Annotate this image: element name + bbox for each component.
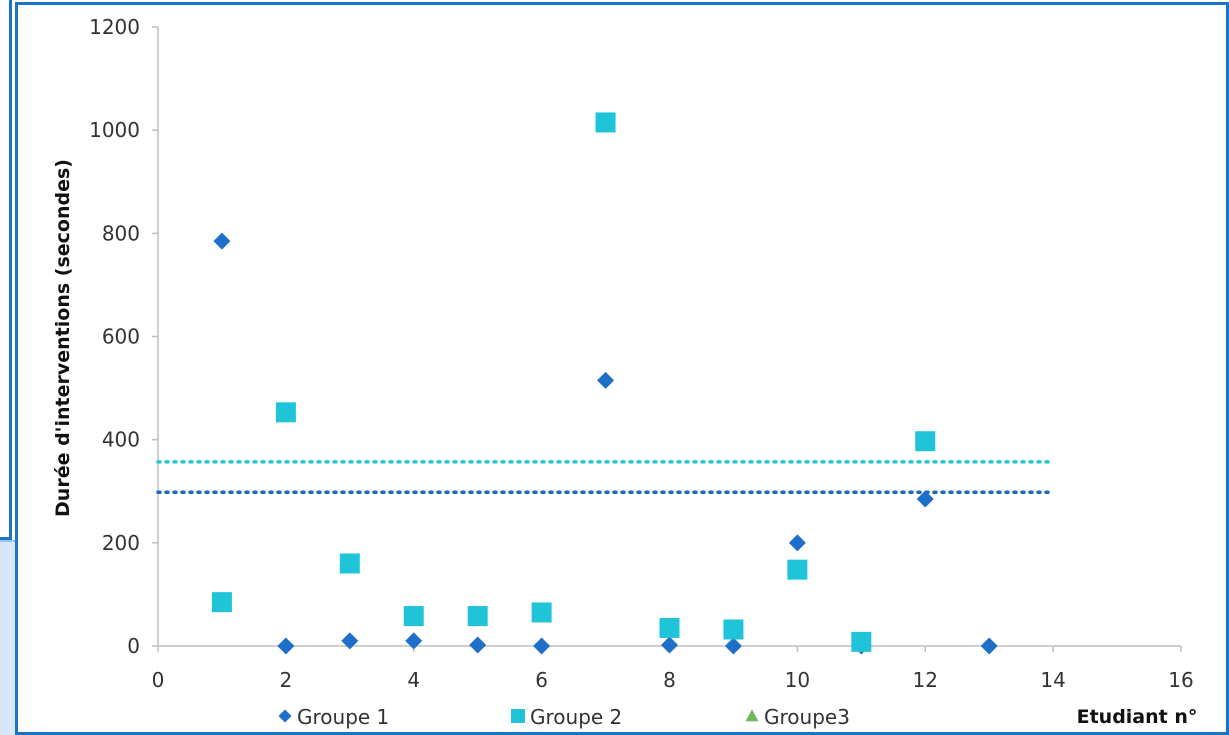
data-point-diamond bbox=[597, 371, 615, 389]
data-point-square bbox=[531, 602, 552, 623]
data-point-square bbox=[339, 553, 360, 574]
y-tick-label: 0 bbox=[127, 634, 140, 658]
data-point-diamond bbox=[533, 637, 551, 655]
data-point-square bbox=[211, 592, 232, 613]
legend-label: Groupe 2 bbox=[530, 705, 622, 729]
x-tick-label: 4 bbox=[407, 668, 420, 692]
data-point-square bbox=[467, 606, 488, 627]
legend-marker-diamond bbox=[278, 709, 292, 723]
y-axis-label: Durée d'interventions (secondes) bbox=[52, 159, 74, 517]
data-point-diamond bbox=[213, 232, 231, 250]
x-tick-label: 12 bbox=[913, 668, 938, 692]
legend-marker-square bbox=[511, 709, 525, 723]
data-point-square bbox=[787, 559, 808, 580]
x-tick-label: 6 bbox=[535, 668, 548, 692]
data-point-diamond bbox=[469, 636, 487, 654]
data-point-square bbox=[915, 431, 936, 452]
y-tick-label: 1000 bbox=[89, 118, 140, 142]
x-tick-label: 8 bbox=[663, 668, 676, 692]
x-tick-label: 2 bbox=[280, 668, 293, 692]
y-tick-label: 800 bbox=[102, 221, 140, 245]
data-point-diamond bbox=[788, 534, 806, 552]
chart-axes: 0 200 400 600 800 1000 1200 0 2 4 6 8 10 12 14 16 bbox=[89, 15, 1194, 692]
chart-frame bbox=[15, 2, 1229, 735]
chart-legend: Groupe 1 Groupe 2 Groupe3 bbox=[278, 705, 850, 729]
x-tick-label: 16 bbox=[1168, 668, 1193, 692]
data-point-diamond bbox=[916, 490, 934, 508]
legend-marker-triangle bbox=[745, 709, 759, 722]
data-point-diamond bbox=[277, 637, 295, 655]
data-point-square bbox=[403, 606, 424, 627]
y-tick-label: 400 bbox=[102, 428, 140, 452]
data-point-square bbox=[659, 617, 680, 638]
data-point-square bbox=[851, 631, 872, 652]
data-point-diamond bbox=[661, 636, 678, 654]
reference-lines bbox=[156, 460, 1055, 495]
x-tick-label: 14 bbox=[1040, 668, 1065, 692]
legend-label: Groupe 1 bbox=[297, 705, 389, 729]
data-points bbox=[211, 112, 998, 655]
data-point-diamond bbox=[405, 632, 423, 650]
data-point-diamond bbox=[724, 637, 742, 655]
data-point-square bbox=[275, 402, 296, 423]
y-tick-label: 200 bbox=[102, 531, 140, 555]
data-point-square bbox=[723, 619, 744, 640]
x-tick-label: 0 bbox=[152, 668, 165, 692]
data-point-square bbox=[595, 112, 616, 133]
x-axis-label: Etudiant n° bbox=[1077, 706, 1198, 728]
background-slide-frame bbox=[0, 0, 12, 540]
data-point-diamond bbox=[341, 632, 359, 650]
x-tick-label: 10 bbox=[785, 668, 810, 692]
y-tick-label: 1200 bbox=[89, 15, 140, 39]
data-point-diamond bbox=[980, 637, 998, 655]
y-tick-label: 600 bbox=[102, 325, 140, 349]
legend-label: Groupe3 bbox=[764, 705, 850, 729]
